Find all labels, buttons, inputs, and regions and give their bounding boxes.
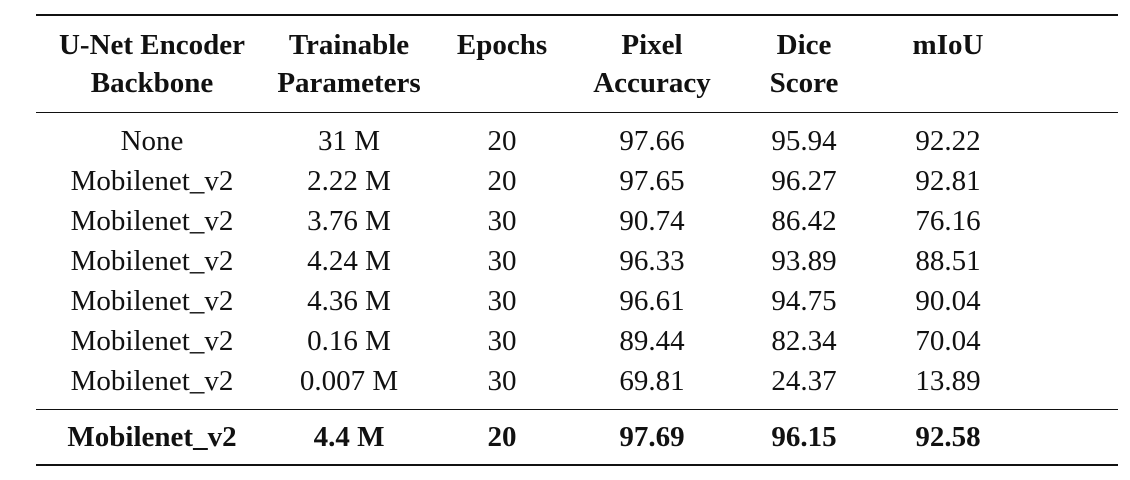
cell-pixel-accuracy: 97.66 [619, 125, 685, 157]
cell-backbone: Mobilenet_v2 [70, 165, 234, 197]
cell-dice-score: 95.94 [771, 125, 837, 157]
cell-backbone: None [120, 125, 184, 157]
header-spacer [1018, 15, 1118, 113]
cell-dice-score: 96.15 [771, 421, 837, 453]
cell-pixel-accuracy: 69.81 [619, 365, 685, 397]
cell-parameters: 0.007 M [299, 365, 399, 397]
cell-epochs: 20 [487, 421, 517, 453]
table-row: Mobilenet_v2 4.36 M 30 96.61 94.75 90.04 [36, 281, 1118, 321]
table-header: U-Net Encoder Backbone Trainable Paramet… [36, 15, 1118, 113]
cell-dice-score: 94.75 [771, 285, 837, 317]
header-text: Backbone [90, 67, 214, 99]
results-table-container: U-Net Encoder Backbone Trainable Paramet… [36, 14, 1118, 466]
header-trainable-parameters: Trainable Parameters [268, 15, 430, 113]
cell-miou: 92.22 [915, 125, 981, 157]
cell-miou: 76.16 [915, 205, 981, 237]
cell-spacer [1018, 410, 1118, 466]
cell-parameters: 31 M [317, 125, 381, 157]
header-text: Accuracy [593, 67, 711, 99]
cell-dice-score: 96.27 [771, 165, 837, 197]
cell-epochs: 30 [487, 365, 517, 397]
header-row: U-Net Encoder Backbone Trainable Paramet… [36, 15, 1118, 113]
header-text: Dice [776, 29, 832, 61]
cell-parameters: 0.16 M [307, 325, 391, 357]
cell-dice-score: 24.37 [771, 365, 837, 397]
cell-epochs: 30 [487, 325, 517, 357]
header-text: mIoU [912, 29, 984, 61]
header-text: Score [769, 67, 839, 99]
cell-miou: 88.51 [915, 245, 981, 277]
cell-miou: 90.04 [915, 285, 981, 317]
table-row: None 31 M 20 97.66 95.94 92.22 [36, 113, 1118, 162]
cell-spacer [1018, 361, 1118, 410]
cell-pixel-accuracy: 96.61 [619, 285, 685, 317]
cell-parameters: 4.24 M [307, 245, 391, 277]
header-miou: mIoU [878, 15, 1018, 113]
cell-backbone: Mobilenet_v2 [70, 365, 234, 397]
cell-parameters: 3.76 M [307, 205, 391, 237]
table-row: Mobilenet_v2 3.76 M 30 90.74 86.42 76.16 [36, 201, 1118, 241]
cell-epochs: 30 [487, 285, 517, 317]
cell-dice-score: 86.42 [771, 205, 837, 237]
cell-spacer [1018, 321, 1118, 361]
cell-pixel-accuracy: 90.74 [619, 205, 685, 237]
header-epochs: Epochs [430, 15, 574, 113]
cell-pixel-accuracy: 89.44 [619, 325, 685, 357]
cell-backbone: Mobilenet_v2 [70, 245, 234, 277]
cell-dice-score: 82.34 [771, 325, 837, 357]
cell-epochs: 30 [487, 205, 517, 237]
cell-miou: 70.04 [915, 325, 981, 357]
cell-backbone: Mobilenet_v2 [70, 325, 234, 357]
table-row: Mobilenet_v2 0.16 M 30 89.44 82.34 70.04 [36, 321, 1118, 361]
cell-miou: 92.81 [915, 165, 981, 197]
cell-epochs: 20 [487, 165, 517, 197]
cell-miou: 13.89 [915, 365, 981, 397]
cell-spacer [1018, 113, 1118, 162]
cell-miou: 92.58 [915, 421, 981, 453]
cell-parameters: 4.4 M [313, 421, 385, 453]
header-text: Pixel [621, 29, 683, 61]
table-body: None 31 M 20 97.66 95.94 92.22 Mobilenet… [36, 113, 1118, 410]
cell-spacer [1018, 241, 1118, 281]
cell-pixel-accuracy: 97.65 [619, 165, 685, 197]
cell-backbone: Mobilenet_v2 [67, 421, 237, 453]
header-text: Trainable [288, 29, 410, 61]
cell-spacer [1018, 281, 1118, 321]
header-text: Parameters [277, 67, 421, 99]
final-row: Mobilenet_v2 4.4 M 20 97.69 96.15 92.58 [36, 409, 1118, 466]
table-row: Mobilenet_v2 2.22 M 20 97.65 96.27 92.81 [36, 161, 1118, 201]
table-row: Mobilenet_v2 0.007 M 30 69.81 24.37 13.8… [36, 361, 1118, 410]
cell-pixel-accuracy: 96.33 [619, 245, 685, 277]
results-table: U-Net Encoder Backbone Trainable Paramet… [36, 14, 1118, 466]
header-text: Epochs [456, 29, 548, 61]
cell-dice-score: 93.89 [771, 245, 837, 277]
cell-backbone: Mobilenet_v2 [70, 285, 234, 317]
cell-epochs: 30 [487, 245, 517, 277]
header-text: U-Net Encoder [58, 29, 246, 61]
header-dice-score: Dice Score [730, 15, 878, 113]
cell-parameters: 2.22 M [307, 165, 391, 197]
table-final-result: Mobilenet_v2 4.4 M 20 97.69 96.15 92.58 [36, 409, 1118, 466]
table-row: Mobilenet_v2 4.24 M 30 96.33 93.89 88.51 [36, 241, 1118, 281]
cell-pixel-accuracy: 97.69 [619, 421, 685, 453]
header-encoder-backbone: U-Net Encoder Backbone [36, 15, 268, 113]
cell-parameters: 4.36 M [307, 285, 391, 317]
cell-spacer [1018, 161, 1118, 201]
header-pixel-accuracy: Pixel Accuracy [574, 15, 730, 113]
cell-backbone: Mobilenet_v2 [70, 205, 234, 237]
cell-spacer [1018, 201, 1118, 241]
cell-epochs: 20 [487, 125, 517, 157]
